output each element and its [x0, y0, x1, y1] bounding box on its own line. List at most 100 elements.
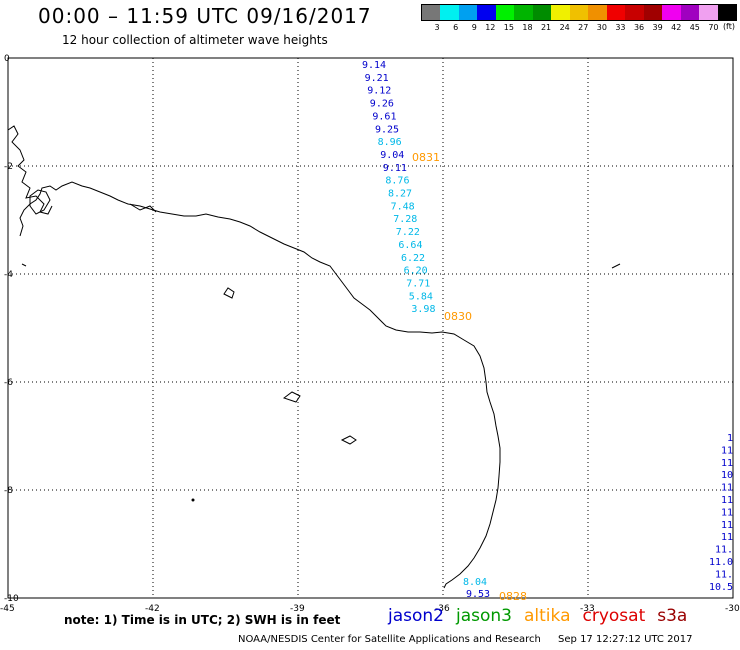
reef-mark: [21, 263, 27, 267]
axis-labels: 0 -2 -4 -6 -8 -10-45 -42 -39 -36 -33 -30: [0, 54, 740, 614]
legend-swatch: [588, 5, 607, 20]
island-marker: [282, 391, 301, 403]
longitude-label: -33: [580, 604, 595, 614]
time-stamp: 0828: [499, 590, 527, 603]
legend-swatch: [699, 5, 718, 20]
marajo-island: [29, 189, 51, 215]
reef-mark-east: [611, 263, 621, 269]
swh-value: 8.04: [463, 577, 487, 588]
satellite-legend: jason2 jason3 altika cryosat s3a: [388, 606, 699, 626]
swh-value: 3.98: [411, 304, 435, 315]
longitude-label: -39: [290, 604, 305, 614]
swh-value: 9.12: [367, 86, 391, 97]
swh-value: 6.22: [401, 253, 425, 264]
swh-value: 9.61: [372, 111, 396, 122]
legend-label: 39: [652, 23, 663, 32]
units-note: note: 1) Time is in UTC; 2) SWH is in fe…: [64, 613, 341, 627]
swh-value: 6.20: [404, 266, 428, 277]
swh-value: 11.: [715, 545, 733, 556]
swh-value: 11: [721, 532, 733, 543]
legend-label: 45: [689, 23, 700, 32]
swh-value: 11: [721, 495, 733, 506]
legend-label: 6: [453, 23, 459, 32]
coastline-delta: [7, 125, 53, 215]
legend-label: 33: [615, 23, 626, 32]
swh-value: 8.96: [378, 137, 402, 148]
swh-value: 11: [721, 458, 733, 469]
legend-label: 27: [578, 23, 589, 32]
legend-swatch: [717, 5, 736, 20]
swh-value: 11.: [715, 569, 733, 580]
longitude-label: -42: [145, 604, 160, 614]
longitude-label: -36: [435, 604, 450, 614]
swh-value: 9.21: [365, 73, 389, 84]
altimeter-tracks: 9.14 9.21 9.12 9.269.61 9.25 8.96 9.04 9.11 8.76…: [362, 60, 733, 603]
legend-swatch: [662, 5, 681, 20]
swh-value: 10.5: [709, 582, 733, 593]
swh-value: 11: [721, 445, 733, 456]
map-subtitle: 12 hour collection of altimeter wave hei…: [62, 33, 328, 47]
swh-value: 9.26: [370, 99, 394, 110]
legend-swatch: [477, 5, 496, 20]
legend-label: 9: [471, 23, 477, 32]
latitude-label: 0: [4, 54, 10, 64]
island-dot: [191, 498, 195, 502]
latitude-label: -2: [4, 162, 13, 172]
swh-value: 7.28: [393, 214, 417, 225]
legend-swatch: [495, 5, 515, 20]
legend-swatch: [606, 5, 626, 20]
legend-swatch: [551, 5, 570, 20]
latitude-label: -4: [4, 270, 13, 280]
swh-value: 10: [721, 470, 733, 481]
latitude-label: -6: [4, 378, 13, 388]
legend-unit: (ft): [722, 22, 735, 31]
swh-value: 9.25: [375, 124, 399, 135]
legend-swatch: [643, 5, 663, 20]
footer-timestamp: Sep 17 12:27:12 UTC 2017: [558, 634, 693, 645]
swh-value: 9.04: [380, 150, 404, 161]
satellite-label-jason3: jason3: [456, 606, 512, 626]
legend-swatch: [680, 5, 700, 20]
satellite-label-cryosat: cryosat: [582, 606, 646, 626]
legend-label: 18: [522, 23, 533, 32]
swh-value: 7.71: [406, 278, 430, 289]
legend-label: 3: [434, 23, 440, 32]
legend-label: 30: [596, 23, 607, 32]
legend-labels: 3 6 9 12 15 18 21 24 27 30 33 36 39 42 45 70: [421, 23, 737, 32]
legend-label: 70: [708, 23, 719, 32]
legend-label: 12: [485, 23, 496, 32]
legend-swatch: [440, 5, 459, 20]
swh-value: 8.27: [388, 189, 412, 200]
lat-lon-grid: [7, 57, 734, 599]
footer-agency: NOAA/NESDIS Center for Satellite Applica…: [238, 634, 541, 645]
satellite-label-altika: altika: [524, 606, 571, 626]
time-stamp: 0830: [444, 310, 472, 323]
legend-label: 36: [633, 23, 645, 32]
legend-swatch: [422, 5, 441, 20]
swh-value: 11: [721, 520, 733, 531]
swh-value: 6.64: [398, 240, 422, 251]
swh-value: 1: [727, 433, 733, 444]
legend-label: 24: [559, 23, 570, 32]
legend-label: 21: [540, 23, 552, 32]
legend-label: 15: [503, 23, 514, 32]
coastline-estuary: [129, 203, 157, 213]
satellite-label-s3a: s3a: [657, 606, 688, 626]
swh-value: 8.76: [385, 176, 409, 187]
swh-value: 9.14: [362, 60, 386, 71]
swh-value: 11: [721, 507, 733, 518]
coastline: [19, 181, 501, 589]
legend-swatch: [625, 5, 644, 20]
longitude-label: -45: [0, 604, 15, 614]
latitude-label: -10: [4, 594, 19, 604]
swh-value: 7.22: [396, 227, 420, 238]
footer: NOAA/NESDIS Center for Satellite Applica…: [238, 634, 707, 645]
wave-height-legend: 3 6 9 12 15 18 21 24 27 30 33 36 39 42 45 70 (ft): [421, 4, 737, 32]
swh-value: 9.53: [466, 589, 490, 600]
longitude-label: -30: [725, 604, 740, 614]
swh-value: 5.84: [409, 291, 433, 302]
island-rocas-atol: [223, 287, 235, 299]
legend-swatch: [569, 5, 589, 20]
swh-value: 9.11: [383, 163, 407, 174]
